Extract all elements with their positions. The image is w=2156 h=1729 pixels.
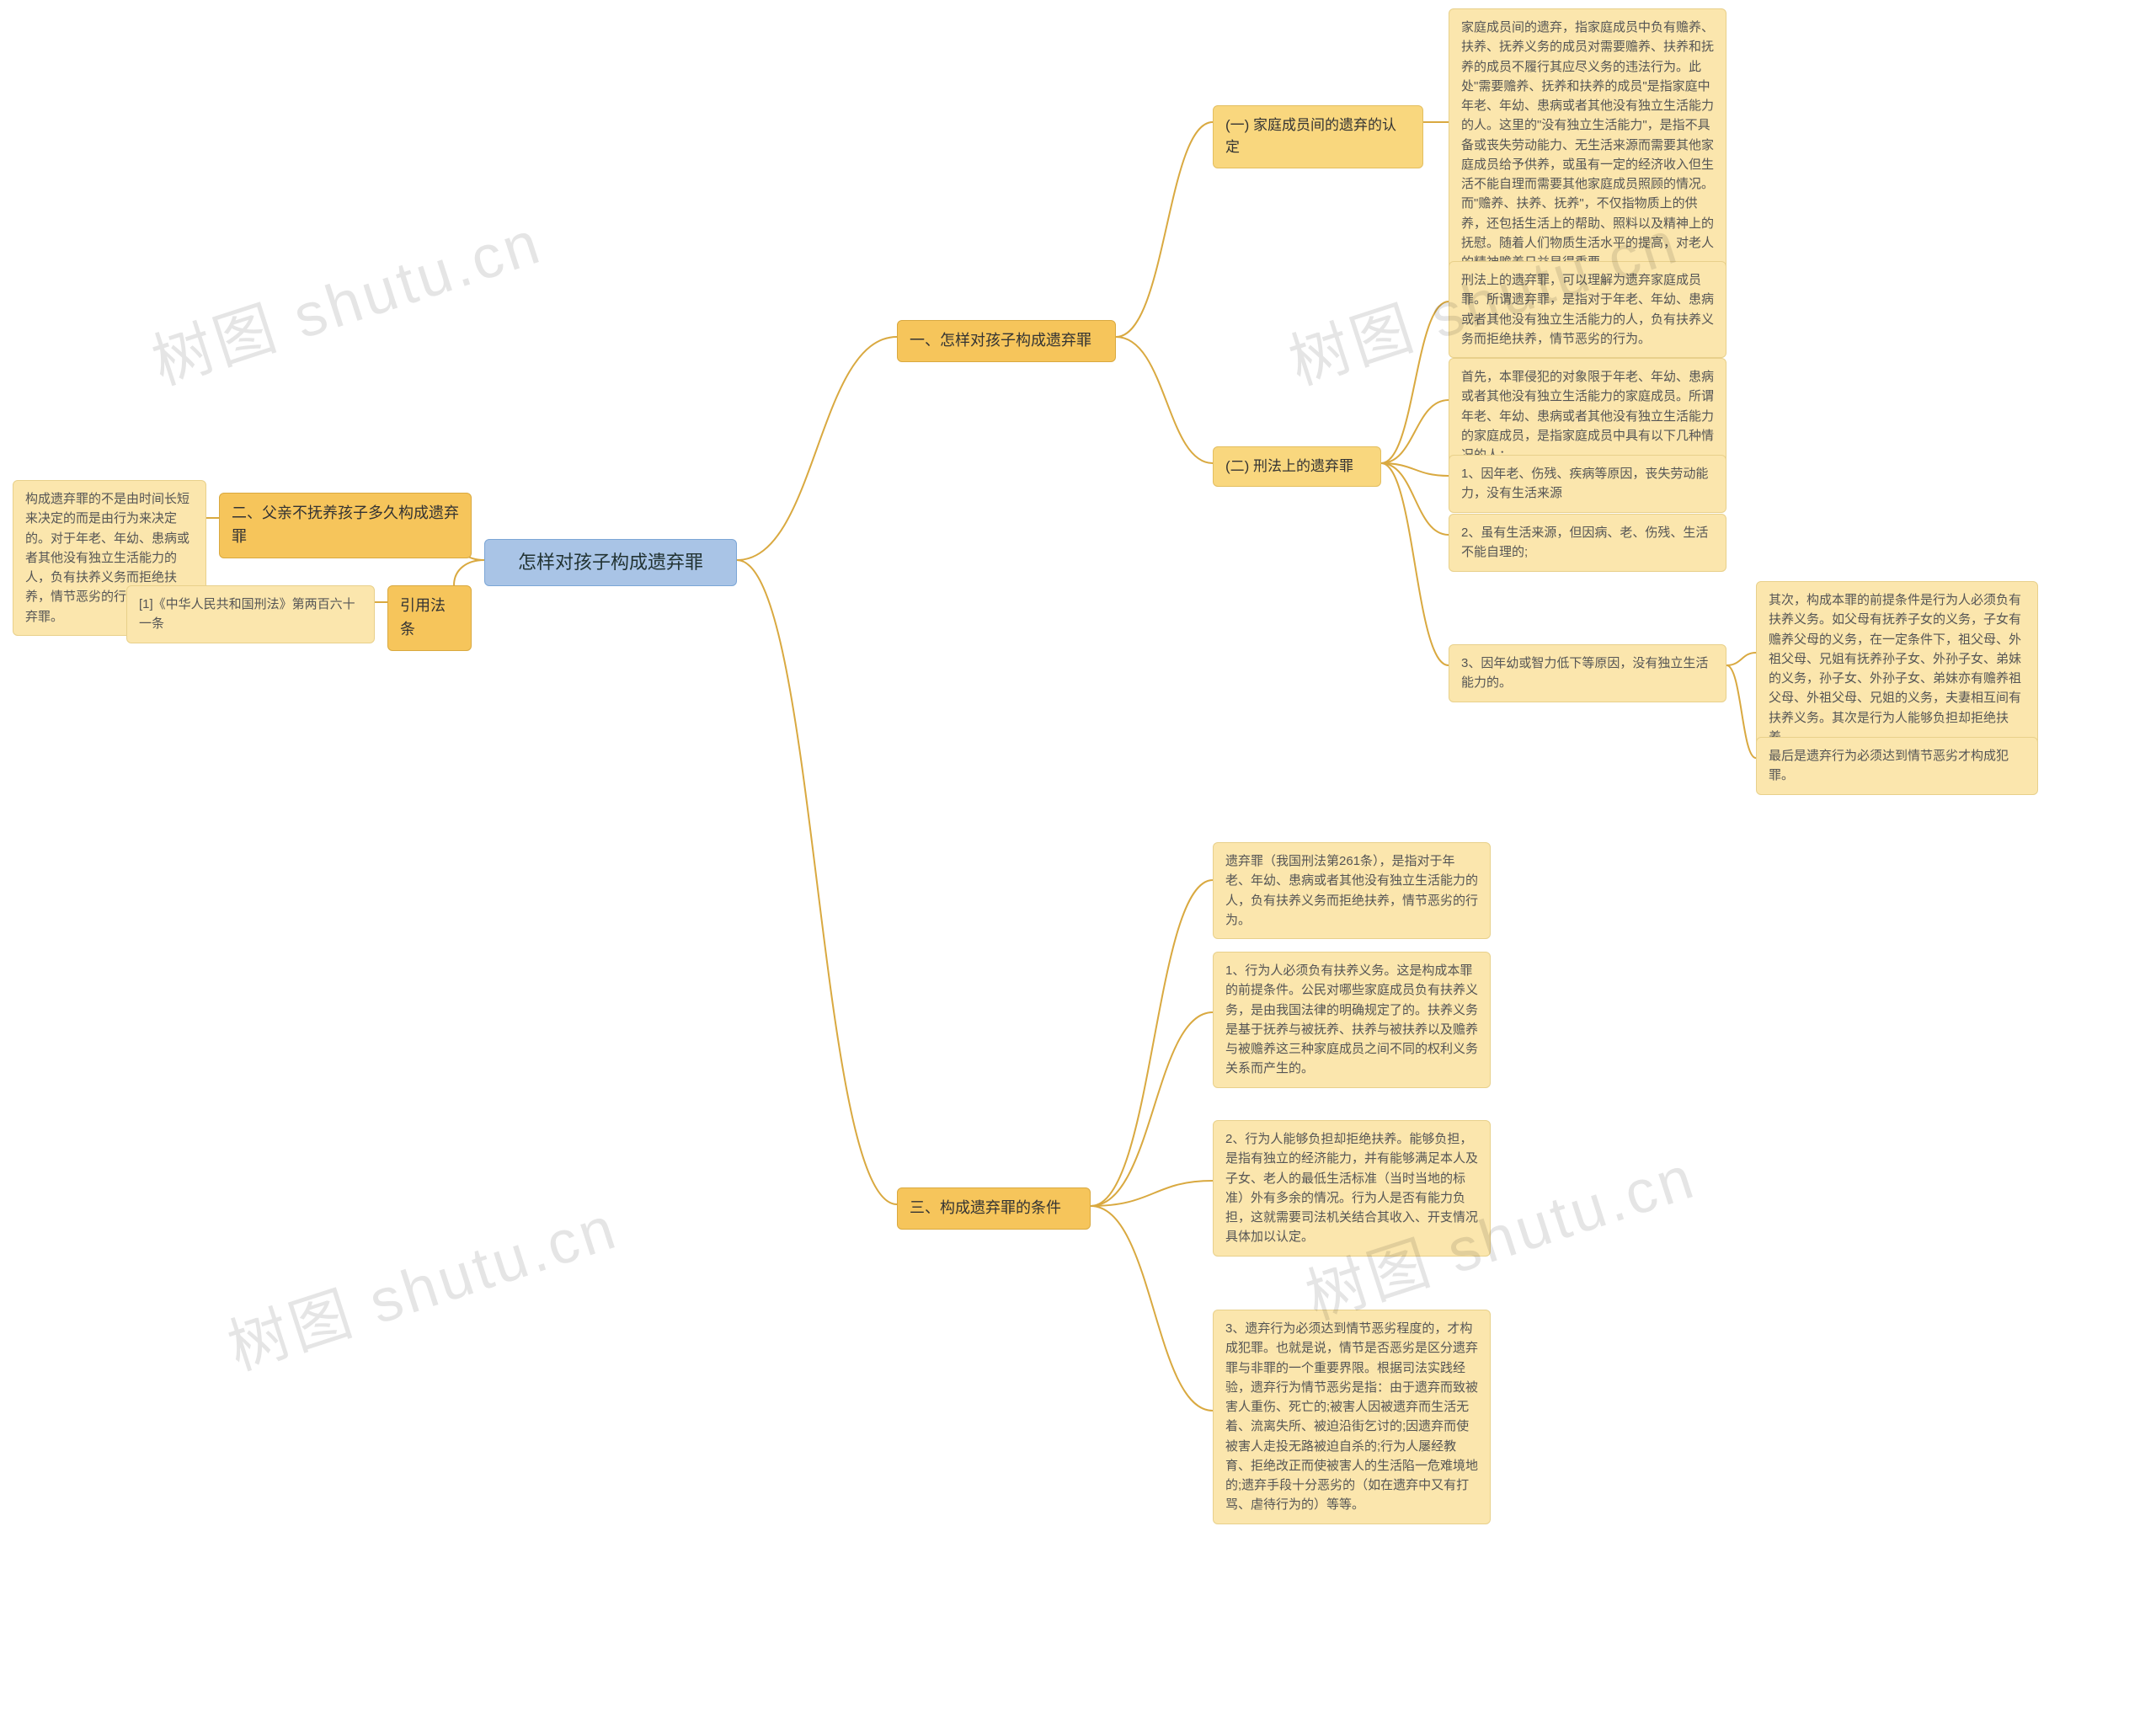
section2-title[interactable]: 二、父亲不抚养孩子多久构成遗弃罪 <box>219 493 472 558</box>
citation-leaf: [1]《中华人民共和国刑法》第两百六十一条 <box>126 585 375 643</box>
section1-sub2-leaf-5: 其次，构成本罪的前提条件是行为人必须负有扶养义务。如父母有抚养子女的义务，子女有… <box>1756 581 2038 756</box>
section1-sub2-leaf-2: 1、因年老、伤残、疾病等原因，丧失劳动能力，没有生活来源 <box>1449 455 1726 513</box>
section1-sub2-leaf-6: 最后是遗弃行为必须达到情节恶劣才构成犯罪。 <box>1756 737 2038 795</box>
section3-leaf-0: 遗弃罪（我国刑法第261条），是指对于年老、年幼、患病或者其他没有独立生活能力的… <box>1213 842 1491 939</box>
section1-title[interactable]: 一、怎样对孩子构成遗弃罪 <box>897 320 1116 362</box>
section3-title[interactable]: 三、构成遗弃罪的条件 <box>897 1187 1091 1230</box>
root-node[interactable]: 怎样对孩子构成遗弃罪 <box>484 539 737 586</box>
section1-sub1-title[interactable]: (一) 家庭成员间的遗弃的认定 <box>1213 105 1423 168</box>
section1-sub2-leaf-0: 刑法上的遗弃罪，可以理解为遗弃家庭成员罪。所谓遗弃罪，是指对于年老、年幼、患病或… <box>1449 261 1726 358</box>
section3-leaf-3: 3、遗弃行为必须达到情节恶劣程度的，才构成犯罪。也就是说，情节是否恶劣是区分遗弃… <box>1213 1310 1491 1524</box>
section1-sub2-title[interactable]: (二) 刑法上的遗弃罪 <box>1213 446 1381 487</box>
section1-sub2-leaf-4: 3、因年幼或智力低下等原因，没有独立生活能力的。 <box>1449 644 1726 702</box>
section1-sub1-leaf: 家庭成员间的遗弃，指家庭成员中负有赡养、扶养、抚养义务的成员对需要赡养、扶养和抚… <box>1449 8 1726 281</box>
section3-leaf-2: 2、行为人能够负担却拒绝扶养。能够负担，是指有独立的经济能力，并有能够满足本人及… <box>1213 1120 1491 1257</box>
mindmap-edges <box>0 0 2156 1729</box>
section3-leaf-1: 1、行为人必须负有扶养义务。这是构成本罪的前提条件。公民对哪些家庭成员负有扶养义… <box>1213 952 1491 1088</box>
section1-sub2-leaf-3: 2、虽有生活来源，但因病、老、伤残、生活不能自理的; <box>1449 514 1726 572</box>
citation-title[interactable]: 引用法条 <box>387 585 472 651</box>
